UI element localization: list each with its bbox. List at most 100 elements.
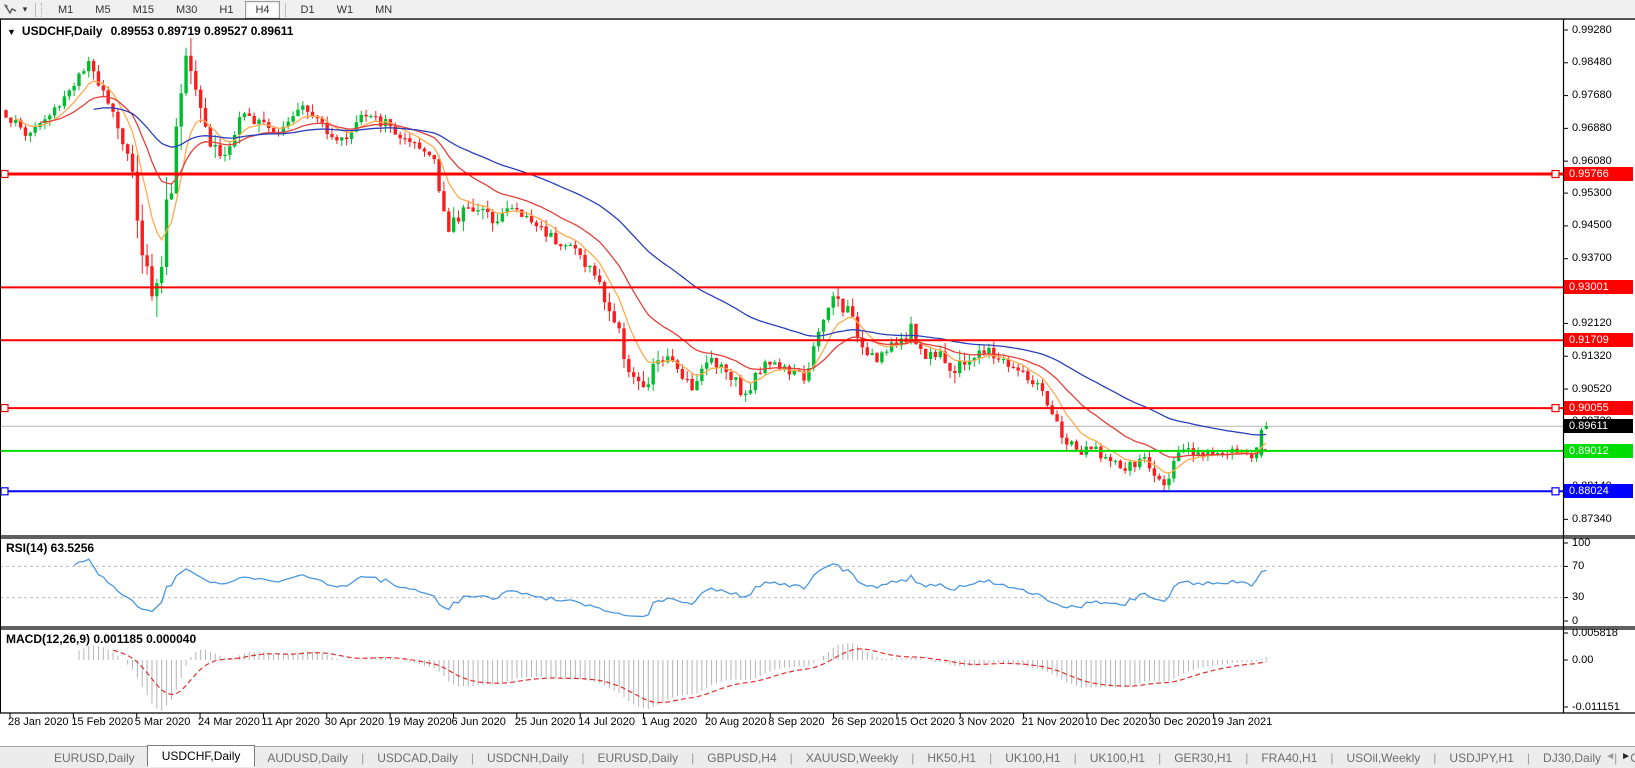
tab-separator: | (1614, 750, 1618, 765)
date-axis-label: 15 Feb 2020 (71, 716, 134, 728)
date-axis-label: 21 Nov 2020 (1021, 716, 1084, 728)
level-price-label: 0.88024 (1564, 484, 1633, 499)
tab-scroll-left-icon[interactable]: ◄ (1605, 751, 1616, 762)
chart-tab-usdchf-daily[interactable]: USDCHF,Daily (146, 744, 256, 767)
date-axis-label: 6 Jun 2020 (451, 716, 506, 728)
date-axis-label: 19 May 2020 (388, 716, 452, 728)
rsi-axis-tick-label: 30 (1572, 591, 1585, 604)
macd-axis-tick-label: 0.00 (1572, 653, 1594, 666)
price-axis-tick-label: 0.87340 (1572, 512, 1612, 525)
tab-separator: | (691, 750, 695, 765)
chart-tab-dj30-daily[interactable]: DJ30,Daily (1543, 750, 1602, 765)
level-price-label: 0.90055 (1564, 401, 1633, 416)
tab-separator: | (1526, 750, 1531, 765)
date-axis-label: 30 Dec 2020 (1148, 716, 1211, 728)
timeframe-button-w1[interactable]: W1 (336, 3, 354, 16)
tab-separator: | (1330, 750, 1334, 765)
macd-axis-tick-label: -0.011151 (1572, 700, 1620, 713)
rsi-axis-tick-label: 70 (1572, 559, 1585, 572)
chart-tab-fra40-h1[interactable]: FRA40,H1 (1261, 750, 1318, 765)
price-axis-tick-label: 0.93700 (1572, 252, 1612, 265)
tab-separator: | (1073, 750, 1077, 765)
chart-tab-usdjpy-h1[interactable]: USDJPY,H1 (1449, 750, 1514, 765)
crosshair-pointer-icon[interactable] (1, 2, 19, 18)
timeframe-buttons: M1 M5 M15 M30 H1 H4 D1 W1 MN (47, 0, 403, 19)
date-axis-label: 14 Jul 2020 (578, 716, 636, 728)
price-axis-tick-label: 0.91320 (1572, 349, 1612, 362)
timeframe-button-m5[interactable]: M5 (95, 3, 111, 16)
chart-tab-hk50-h1[interactable]: HK50,H1 (927, 750, 977, 765)
date-axis-label: 5 Mar 2020 (134, 716, 191, 728)
tab-separator: | (1158, 750, 1162, 765)
date-axis-label: 20 Aug 2020 (704, 716, 767, 728)
chart-tab-usdcnh-daily[interactable]: USDCNH,Daily (487, 750, 569, 765)
toolbar-grip-handle[interactable] (35, 2, 42, 17)
chart-symbol-label: USDCHF,Daily (21, 24, 103, 38)
toolbar-separator (284, 2, 286, 17)
level-price-label: 0.93001 (1564, 280, 1633, 295)
tab-separator: | (1433, 750, 1437, 765)
price-axis-tick-label: 0.97680 (1572, 89, 1612, 102)
tab-scroll-arrows: ◄ ► (1605, 751, 1631, 762)
price-axis-tick-label: 0.96080 (1572, 154, 1612, 167)
current-price-label: 0.89611 (1564, 419, 1633, 434)
price-axis-tick-label: 0.96880 (1572, 121, 1612, 134)
chart-tab-usdcad-daily[interactable]: USDCAD,Daily (377, 750, 458, 765)
timeframe-button-mn[interactable]: MN (375, 3, 393, 16)
rsi-indicator-label: RSI(14) 63.5256 (6, 541, 95, 555)
chart-ohlc-values: 0.89553 0.89719 0.89527 0.89611 (110, 24, 294, 38)
level-price-label: 0.95766 (1564, 167, 1633, 182)
timeframe-toolbar: ▾ M1 M5 M15 M30 H1 H4 D1 W1 MN (0, 0, 1635, 20)
chart-tab-eurusd-daily[interactable]: EURUSD,Daily (597, 750, 679, 765)
tab-scroll-right-icon[interactable]: ► (1621, 751, 1631, 762)
timeframe-button-h1[interactable]: H1 (219, 3, 234, 16)
chart-tab-gbpusd-h4[interactable]: GBPUSD,H4 (707, 750, 777, 765)
tab-separator: | (361, 750, 365, 765)
macd-axis-tick-label: 0.005818 (1572, 626, 1618, 639)
date-axis-label: 11 Apr 2020 (261, 716, 320, 728)
date-axis-label: 25 Jun 2020 (514, 716, 576, 728)
chart-tab-uk100-h1[interactable]: UK100,H1 (1005, 750, 1061, 765)
chart-tab-ger30-h1[interactable]: GER30,H1 (1174, 750, 1233, 765)
timeframe-button-h4[interactable]: H4 (245, 0, 280, 19)
tab-separator: | (989, 750, 993, 765)
tab-separator: | (470, 750, 474, 765)
macd-indicator-label: MACD(12,26,9) 0.001185 0.000040 (6, 632, 197, 646)
chart-tab-usoil-weekly[interactable]: USOil,Weekly (1346, 750, 1421, 765)
chart-title: ▼ USDCHF,Daily 0.89553 0.89719 0.89527 0.8… (7, 24, 293, 38)
date-axis-label: 1 Aug 2020 (641, 716, 698, 728)
price-axis-tick-label: 0.98480 (1572, 56, 1612, 69)
chart-tab-audusd-daily[interactable]: AUDUSD,Daily (267, 750, 349, 765)
tool-dropdown-caret-icon[interactable]: ▾ (22, 4, 28, 14)
date-axis-label: 30 Apr 2020 (324, 716, 385, 728)
chart-tab-bar: EURUSD,Daily USDCHF,Daily AUDUSD,Daily | USD… (0, 744, 1635, 768)
price-axis-tick-label: 0.94500 (1572, 219, 1612, 232)
date-axis-label: 15 Oct 2020 (894, 716, 955, 728)
date-axis-label: 26 Sep 2020 (831, 716, 894, 728)
chart-title-dropdown-icon[interactable]: ▼ (7, 27, 16, 37)
timeframe-button-m30[interactable]: M30 (175, 3, 198, 16)
tab-separator: | (1245, 750, 1249, 765)
chart-tab-uk100-h1[interactable]: UK100,H1 (1089, 750, 1146, 765)
date-axis-label: 24 Mar 2020 (198, 716, 260, 728)
date-axis-label: 8 Sep 2020 (768, 716, 825, 728)
price-axis-tick-label: 0.92120 (1572, 316, 1612, 329)
date-axis-label: 10 Dec 2020 (1084, 716, 1148, 728)
timeframe-button-d1[interactable]: D1 (300, 3, 315, 16)
price-axis-tick-label: 0.99280 (1572, 23, 1612, 36)
price-axis-tick-label: 0.90520 (1572, 382, 1612, 395)
timeframe-button-m15[interactable]: M15 (132, 3, 154, 16)
tab-separator: | (581, 750, 585, 765)
chart-tab-china300-h1[interactable]: CHINA300,H1 (1630, 750, 1635, 765)
date-axis-label: 19 Jan 2021 (1211, 716, 1273, 728)
tab-separator: | (789, 750, 793, 765)
chart-tab-eurusd-daily[interactable]: EURUSD,Daily (54, 750, 135, 765)
level-price-label: 0.89012 (1564, 443, 1633, 458)
level-price-label: 0.91709 (1564, 333, 1633, 348)
timeframe-button-m1[interactable]: M1 (58, 3, 74, 16)
rsi-axis-tick-label: 100 (1572, 536, 1591, 549)
rsi-axis-tick-label: 0 (1572, 614, 1579, 627)
chart-tab-xauusd-weekly[interactable]: XAUUSD,Weekly (805, 750, 899, 765)
